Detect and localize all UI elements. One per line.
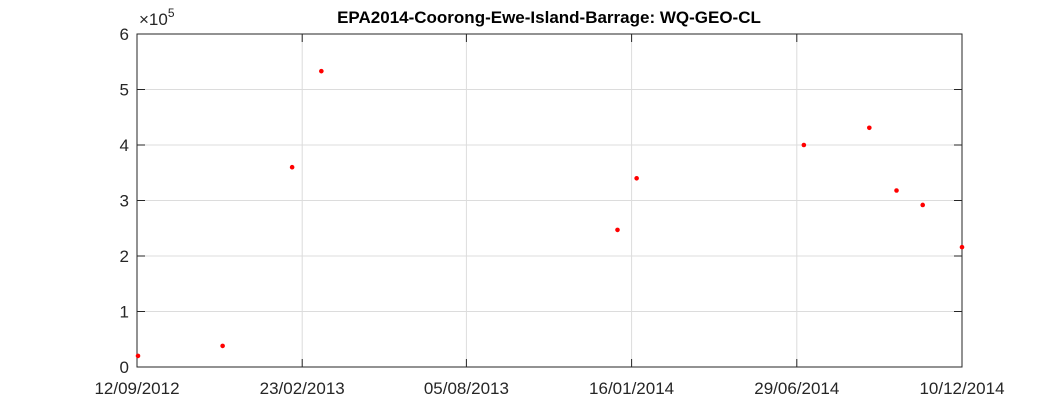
y-tick-label: 1 [120, 303, 129, 322]
x-tick-label: 16/01/2014 [589, 379, 674, 398]
data-point [867, 125, 872, 131]
x-tick-label: 05/08/2013 [424, 379, 509, 398]
y-tick-label: 5 [120, 81, 129, 100]
x-tick-label: 23/02/2013 [260, 379, 345, 398]
data-point [319, 68, 324, 74]
data-point [220, 343, 225, 349]
data-point [289, 164, 295, 170]
y-axis-tick-labels: 0 1 2 3 4 5 6 [120, 25, 129, 377]
data-point [894, 188, 899, 193]
x-tick-label: 10/12/2014 [919, 379, 1004, 398]
y-tick-label: 2 [120, 247, 129, 266]
chart-title: EPA2014-Coorong-Ewe-Island-Barrage: WQ-G… [337, 8, 761, 27]
y-axis-exponent: ×105 [139, 6, 175, 29]
data-point [615, 227, 620, 233]
data-point [920, 202, 926, 208]
data-point [135, 353, 141, 359]
x-axis-tick-labels: 12/09/2012 23/02/2013 05/08/2013 16/01/2014… [94, 379, 1004, 398]
data-point [801, 142, 807, 148]
data-points [135, 68, 965, 359]
axis-ticks [136, 33, 963, 368]
grid-lines [136, 33, 963, 368]
y-tick-label: 6 [120, 25, 129, 44]
y-tick-label: 4 [120, 136, 129, 155]
y-tick-label: 3 [120, 192, 129, 211]
data-point [634, 176, 639, 181]
y-tick-label: 0 [120, 358, 129, 377]
x-tick-label: 12/09/2012 [94, 379, 179, 398]
data-point [959, 244, 965, 250]
x-tick-label: 29/06/2014 [754, 379, 839, 398]
